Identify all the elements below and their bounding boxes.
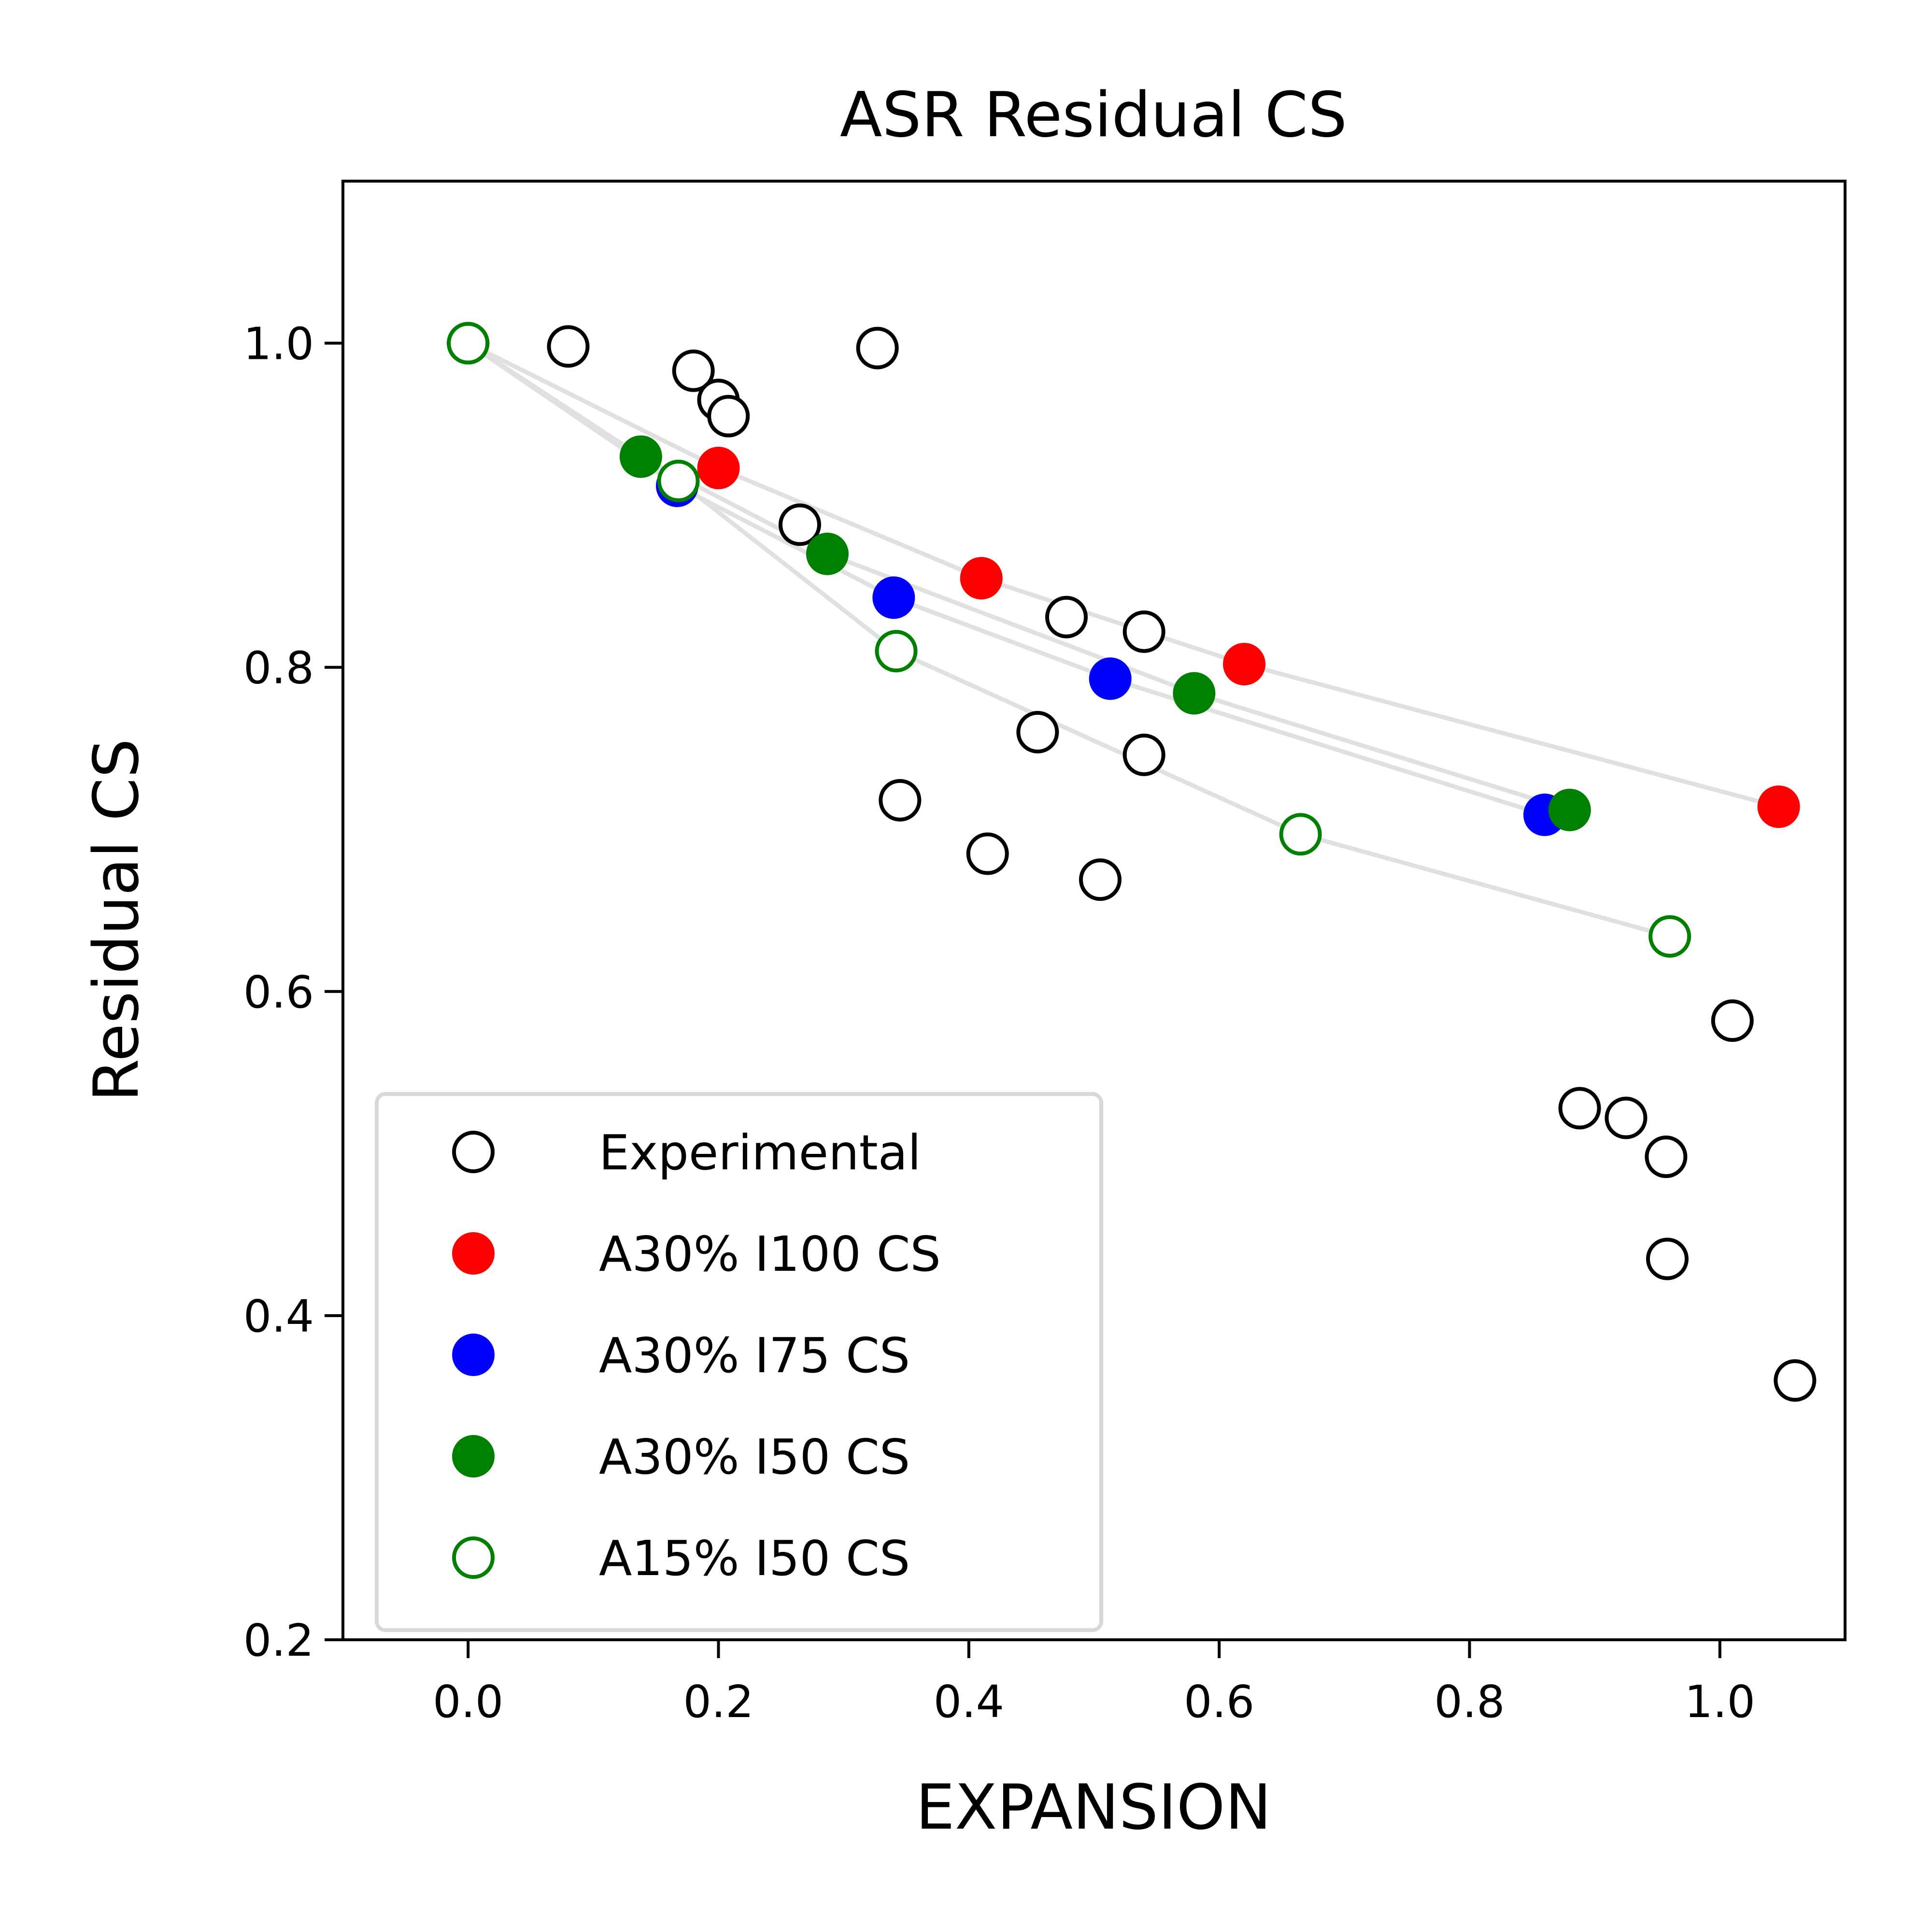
x-tick-label: 0.6 [1184,1676,1254,1728]
series-group [447,322,1591,831]
data-point [1122,610,1165,653]
plot-area: 0.0 0.2 0.4 0.6 0.8 1.0 0.2 0.4 0.6 0.8 1.0 Experim… [243,180,1847,1728]
y-tick-label: 0.6 [243,966,314,1018]
data-point [547,325,590,368]
x-tick-label: 1.0 [1685,1676,1755,1728]
data-point [1774,1359,1817,1402]
data-point [806,532,849,575]
data-point [1223,642,1265,685]
data-point [778,503,821,546]
y-tick-label: 0.8 [243,642,314,694]
legend-frame [375,1092,1103,1632]
data-point [875,630,918,673]
data-point [1645,1136,1688,1179]
legend-marker [452,1334,495,1376]
data-point [1079,858,1122,901]
data-point [1558,1087,1601,1130]
data-point [1548,788,1591,831]
series-connector-line [467,341,1779,809]
series-connector-line [467,341,1546,817]
x-tick-label: 0.4 [934,1676,1004,1728]
y-tick-label: 0.2 [243,1615,314,1666]
data-point [1045,596,1088,639]
legend-label: Experimental [599,1124,921,1181]
y-tick-label: 0.4 [243,1291,314,1342]
data-point [447,322,490,365]
data-point [1605,1096,1648,1139]
data-point [1711,999,1754,1042]
data-point [657,459,700,502]
data-point [619,435,662,478]
plot-frame [341,180,1847,1641]
legend-label: A30% I100 CS [599,1226,941,1282]
series-group [447,322,1691,958]
x-axis-title: EXPANSION [916,1772,1271,1844]
legend-label: A30% I50 CS [599,1429,910,1485]
data-point [1173,672,1216,715]
x-axis-ticks: 0.0 0.2 0.4 0.6 0.8 1.0 [433,1640,1755,1728]
data-point [1646,1237,1689,1280]
data-point [872,576,915,619]
y-axis-title: Residual CS [81,739,153,1102]
data-point [1122,733,1165,776]
series-group [547,325,1817,1402]
x-tick-label: 0.0 [433,1676,503,1728]
data-point [879,779,922,822]
legend-marker [452,1232,495,1275]
data-point [966,832,1009,875]
data-point [707,395,750,438]
chart-title: ASR Residual CS [840,79,1347,151]
data-point [1016,710,1059,753]
legend-marker [452,1435,495,1477]
data-point [1089,657,1132,700]
legend-label: A30% I75 CS [599,1327,910,1384]
series-group [447,322,1566,837]
x-tick-label: 0.8 [1434,1676,1505,1728]
legend-label: A15% I50 CS [599,1530,910,1587]
data-point [1648,915,1691,958]
data-point [697,446,740,489]
legend-marker [452,1131,495,1173]
data-point [856,327,899,369]
y-tick-label: 1.0 [243,318,314,370]
data-point [1279,813,1322,856]
legend-marker [452,1536,495,1579]
y-axis-ticks: 0.2 0.4 0.6 0.8 1.0 [243,318,343,1666]
data-point [960,557,1003,600]
data-point [1757,785,1800,828]
data-point [672,349,715,392]
x-tick-label: 0.2 [683,1676,753,1728]
legend: Experimental A30% I100 CS A30% I75 CS A30% … [375,1092,1103,1632]
